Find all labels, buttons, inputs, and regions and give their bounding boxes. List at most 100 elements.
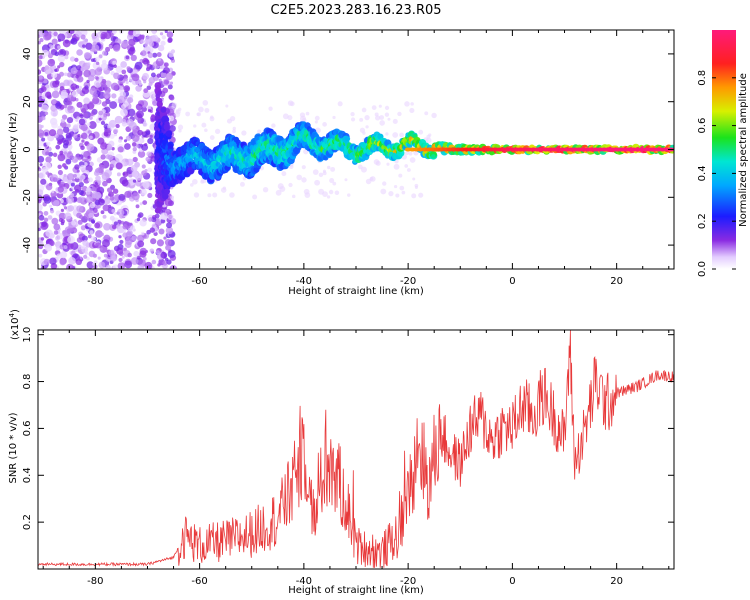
spectrogram-cell (76, 197, 83, 204)
spectrogram-cell (86, 122, 91, 127)
spectrogram-cell (72, 133, 78, 139)
spectrogram-cell (118, 235, 122, 239)
spectrogram-cell (166, 259, 172, 265)
spectrogram-cell (125, 135, 132, 141)
spectrogram-cell (68, 256, 76, 265)
spectrogram-ytick-label: 20 (22, 95, 33, 108)
spectrogram-cell (67, 235, 76, 244)
spectrogram-cell (144, 42, 149, 47)
spectrogram-cell (141, 106, 147, 112)
snr-xtick-label: -60 (191, 576, 207, 587)
spectrogram-cell (66, 195, 74, 204)
spectrogram-cell (409, 107, 415, 113)
spectrogram-cell (121, 40, 129, 48)
snr-ytick-label: 0.2 (22, 514, 33, 530)
snr-ytick-label: 0.4 (22, 467, 33, 483)
spectrogram-cell (101, 59, 107, 65)
spectrogram-cell (328, 189, 334, 195)
spectrogram-cell (76, 205, 83, 213)
spectrogram-cell (145, 156, 151, 162)
spectrogram-cell (85, 42, 93, 50)
spectrogram-cell (49, 257, 57, 265)
spectrogram-cell (327, 165, 331, 170)
spectrogram-cell (66, 99, 73, 106)
spectrogram-cell (171, 102, 178, 108)
spectrogram-cell (95, 61, 100, 66)
spectrogram-cell (63, 151, 67, 155)
spectrogram-cell (373, 159, 380, 165)
spectrogram-ytick-label: 40 (22, 48, 33, 61)
spectrogram-cell (70, 67, 78, 75)
spectrogram-cell (291, 194, 296, 199)
spectrogram-cell (140, 34, 145, 39)
spectrogram-cell (97, 198, 105, 206)
spectrogram-cell (268, 106, 273, 111)
spectrogram-cell (103, 222, 111, 231)
spectrogram-cell (431, 112, 437, 119)
spectrogram-cell (148, 81, 153, 87)
spectrogram-cell (138, 82, 143, 86)
spectrogram-cell (388, 191, 394, 197)
spectrogram-cell (130, 54, 137, 62)
spectrogram-cell (129, 46, 135, 52)
spectrogram-cell (322, 191, 328, 198)
spectrogram-cell (359, 117, 364, 122)
spectrogram-cell (67, 243, 74, 250)
spectrogram-cell (424, 111, 429, 116)
spectrogram-cell (242, 176, 247, 181)
spectrogram-cell (87, 187, 92, 193)
spectrogram-cell (40, 237, 45, 241)
spectrogram-cell (90, 112, 94, 117)
spectrogram-cell (103, 197, 111, 205)
spectrogram-cell (382, 181, 387, 186)
spectrogram-cell (113, 211, 118, 216)
spectrogram-cell (54, 68, 58, 72)
spectrogram-cell (98, 110, 104, 116)
spectrogram-cell (83, 52, 91, 59)
spectrogram-cell (147, 192, 153, 199)
spectrogram-cell (40, 178, 47, 185)
spectrogram-cell (90, 236, 96, 242)
spectrogram-cell (135, 85, 142, 92)
spectrogram-cell (301, 177, 307, 183)
spectrogram-cell (164, 30, 168, 34)
spectrogram-cell (45, 156, 52, 163)
spectrogram-cell (49, 209, 55, 214)
spectrogram-cell (418, 192, 424, 198)
colorbar-tick-label: 0.0 (697, 261, 708, 277)
spectrogram-cell (105, 264, 111, 269)
spectrogram-cell (406, 168, 411, 172)
colorbar-label: Normalized spectral amplitude (738, 73, 749, 227)
spectrogram-cell (51, 38, 58, 45)
spectrogram-cell (38, 41, 41, 45)
spectrogram-cell (360, 166, 367, 173)
spectrogram-cell (57, 33, 66, 42)
spectrogram-xtick-label: 20 (610, 276, 623, 287)
spectrogram-cell (102, 50, 108, 56)
spectrogram-cell (160, 252, 167, 259)
spectrogram-cell (102, 214, 107, 219)
spectrogram-cell (64, 55, 69, 60)
spectrogram-cell (66, 151, 74, 159)
spectrogram-cell (146, 85, 152, 91)
spectrogram-cell (80, 145, 85, 151)
spectrogram-cell (149, 91, 158, 100)
spectrogram-cell (57, 169, 63, 176)
spectrogram-cell (38, 116, 43, 123)
spectrogram-cell (332, 181, 337, 186)
snr-ylabel: SNR (10 * v/v) (8, 412, 19, 483)
spectrogram-cell (60, 118, 66, 124)
spectrogram-cell (374, 112, 379, 117)
spectrogram-cell (163, 188, 171, 195)
spectrogram-cell (71, 156, 79, 164)
spectrogram-cell (326, 195, 331, 199)
spectrogram-cell (168, 143, 174, 149)
spectrogram-cell (41, 166, 48, 173)
spectrogram-cell (157, 90, 163, 95)
spectrogram-cell (392, 132, 399, 138)
snr-xtick-label: 20 (610, 576, 623, 587)
spectrogram-cell (314, 179, 321, 186)
spectrogram-cell (282, 113, 289, 120)
spectrogram-cell (125, 80, 129, 85)
spectrogram-cell (160, 107, 167, 113)
